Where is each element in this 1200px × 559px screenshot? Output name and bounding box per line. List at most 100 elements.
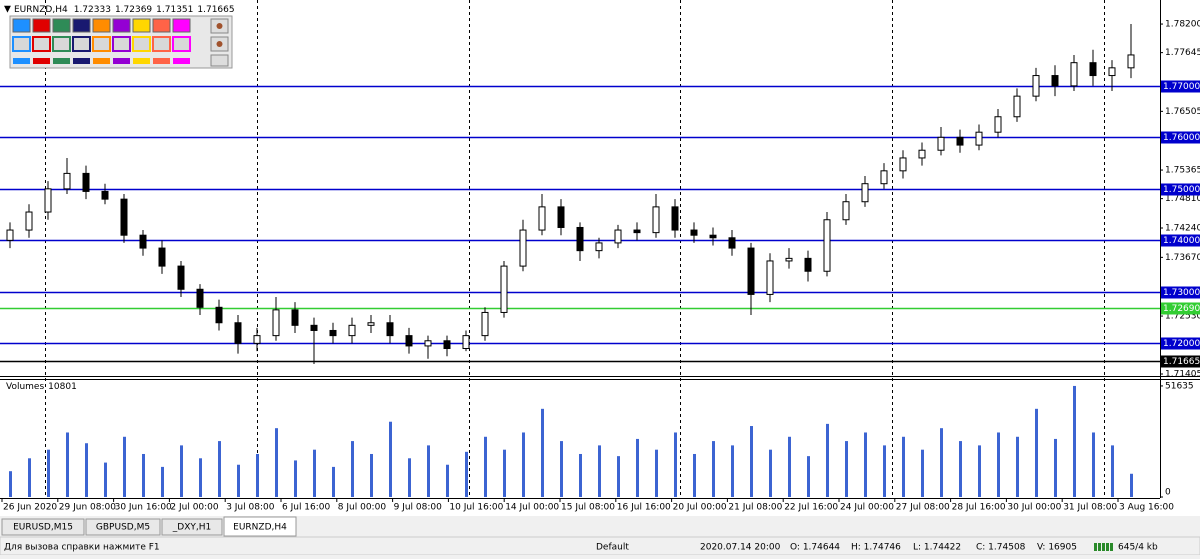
chart-tab-label[interactable]: _DXY,H1: [172, 523, 211, 533]
candle-body: [861, 183, 869, 203]
ohlc-close: 1.71665: [197, 5, 234, 15]
candle-body: [633, 229, 641, 234]
symbol-name: EURNZD,H4: [14, 5, 68, 15]
candle-body: [538, 206, 546, 231]
palette-swatch[interactable]: [32, 18, 51, 33]
period-separators: [45, 0, 1105, 498]
volume-bar: [598, 445, 601, 497]
volume-bar: [503, 449, 506, 497]
volume-bar: [85, 443, 88, 497]
volume-bar: [351, 441, 354, 497]
volume-bar: [1016, 436, 1019, 497]
volume-bar: [370, 453, 373, 497]
candle-body: [557, 206, 565, 228]
chart-tab[interactable]: [161, 518, 223, 536]
status-profile: Default: [596, 543, 629, 553]
volume-bar: [237, 464, 240, 497]
price-pane: 1.78200 1.77645 1.76505 1.75365 1.74810 1.742…: [0, 20, 1200, 379]
palette-swatch[interactable]: [172, 18, 191, 33]
chart-tab[interactable]: [85, 518, 161, 536]
palette-outline[interactable]: [12, 36, 31, 52]
candle-body: [291, 309, 299, 326]
candle-body: [804, 257, 812, 272]
palette-line[interactable]: [133, 58, 150, 64]
palette-outline[interactable]: [52, 36, 71, 52]
palette-outline[interactable]: [172, 36, 191, 52]
candle-body: [253, 335, 261, 344]
volume-bar: [465, 451, 468, 497]
status-open: O: 1.74644: [790, 543, 840, 553]
chart-tab-label[interactable]: EURUSD,M15: [13, 523, 73, 533]
palette-line[interactable]: [33, 58, 50, 64]
palette-outline[interactable]: [152, 36, 171, 52]
palette-outline[interactable]: [112, 36, 131, 52]
chart-tab[interactable]: [1, 518, 85, 536]
palette-line[interactable]: [53, 58, 70, 64]
chart-tab[interactable]: [223, 516, 297, 537]
candle-body: [386, 322, 394, 337]
candle-body: [462, 335, 470, 349]
candle-body: [348, 324, 356, 337]
price-label-bg: [1161, 337, 1200, 350]
ohlc-high: 1.72369: [115, 5, 152, 15]
palette-outline[interactable]: [72, 36, 91, 52]
y-tick-label: 1.78200: [1165, 20, 1200, 30]
volume-bar: [1054, 438, 1057, 497]
volume-bar: [256, 453, 259, 497]
palette-line[interactable]: [13, 58, 30, 64]
candle-body: [709, 234, 717, 239]
chart-tab-label[interactable]: EURNZD,H4: [233, 523, 287, 533]
volume-bar: [389, 421, 392, 497]
y-tick-label: 1.73670: [1165, 253, 1200, 263]
palette-outline[interactable]: [132, 36, 151, 52]
x-tick-label: 16 Jul 16:00: [617, 503, 671, 513]
volume-bar: [712, 441, 715, 497]
palette-button[interactable]: [210, 54, 229, 67]
status-low: L: 1.74422: [913, 543, 961, 553]
palette-swatch[interactable]: [92, 18, 111, 33]
palette-swatch[interactable]: [112, 18, 131, 33]
volume-bar: [883, 445, 886, 497]
palette-outline[interactable]: [92, 36, 111, 52]
x-tick-label: 3 Jul 08:00: [226, 503, 275, 513]
status-traffic: 645/4 kb: [1118, 543, 1158, 553]
palette-line[interactable]: [93, 58, 110, 64]
palette-swatch[interactable]: [132, 18, 151, 33]
volume-bar: [978, 445, 981, 497]
volume-bar: [294, 460, 297, 497]
candle-body: [120, 198, 128, 236]
palette-swatch[interactable]: [152, 18, 171, 33]
candle-body: [785, 257, 793, 262]
volume-title: Volumes 10801: [6, 382, 77, 392]
palette-swatch[interactable]: [12, 18, 31, 33]
candle-body: [994, 116, 1002, 133]
chart-tab-label[interactable]: GBPUSD,M5: [96, 523, 150, 533]
volume-bar: [218, 441, 221, 497]
volume-bar: [9, 471, 12, 497]
status-time: 2020.07.14 20:00: [700, 543, 781, 553]
palette-line[interactable]: [153, 58, 170, 64]
candle-body: [367, 322, 375, 326]
price-label: 1.72690: [1163, 304, 1200, 314]
candle-body: [500, 265, 508, 313]
price-label: 1.77000: [1163, 82, 1200, 92]
candle-body: [101, 190, 109, 200]
volume-bar: [921, 449, 924, 497]
x-tick-label: 21 Jul 08:00: [728, 503, 782, 513]
volume-bar: [199, 458, 202, 497]
palette-line[interactable]: [113, 58, 130, 64]
status-close: C: 1.74508: [976, 543, 1026, 553]
candle-body: [234, 322, 242, 344]
palette-swatch[interactable]: [52, 18, 71, 33]
price-label-bg: [1161, 355, 1200, 368]
palette-line[interactable]: [73, 58, 90, 64]
palette-swatch[interactable]: [72, 18, 91, 33]
palette-line[interactable]: [173, 58, 190, 64]
volume-bar: [1130, 473, 1133, 497]
candle-body: [956, 136, 964, 146]
symbol: EURNZD,H4 1.72333 1.72369 1.71351 1.71665: [14, 5, 235, 15]
palette-outline[interactable]: [32, 36, 51, 52]
chart-menu-arrow[interactable]: ▼: [4, 5, 11, 15]
candle-body: [310, 324, 318, 331]
volume-bar: [636, 438, 639, 497]
